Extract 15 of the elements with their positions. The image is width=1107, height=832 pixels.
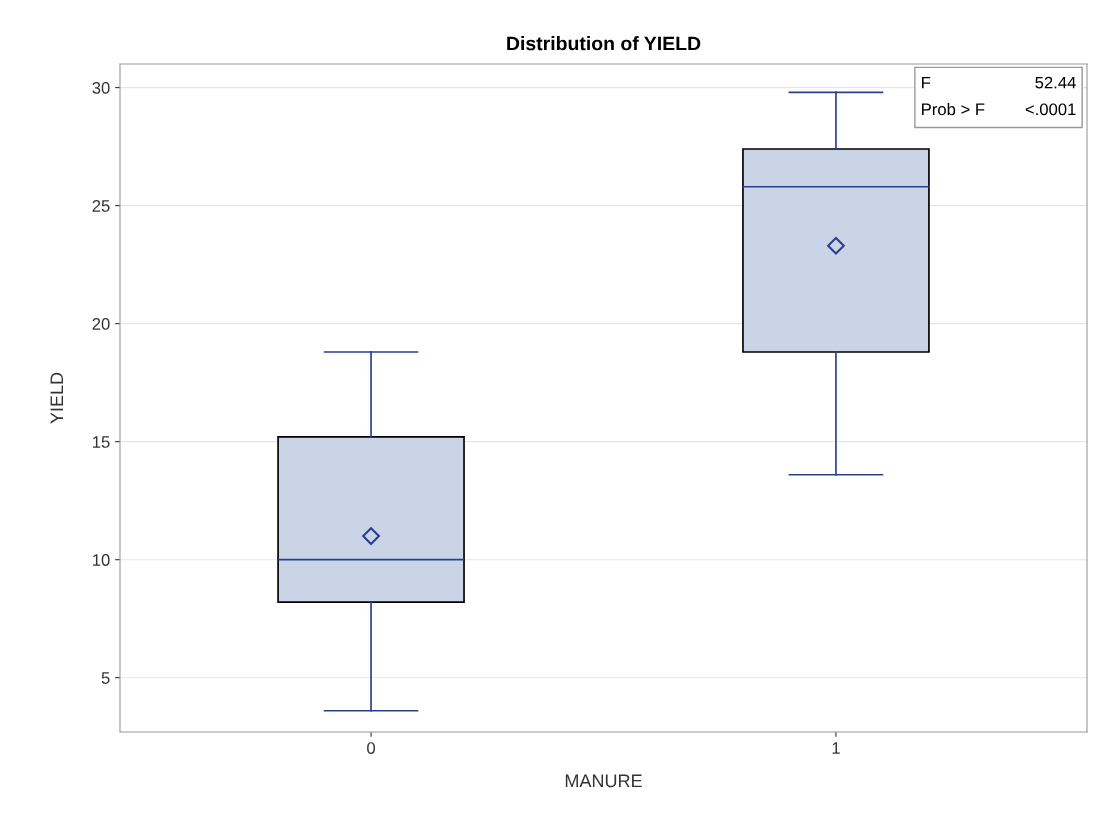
y-axis-title: YIELD	[50, 372, 63, 424]
annotation: 52.44	[1035, 76, 1076, 89]
y-tick-label: 30	[92, 82, 110, 94]
y-tick-label: 5	[101, 672, 110, 684]
x-axis-title: MANURE	[565, 774, 642, 788]
y-tick-label: 25	[92, 200, 110, 212]
x-tick-label: 1	[832, 742, 840, 754]
annotation: <.0001	[1025, 103, 1076, 116]
y-tick-label: 10	[93, 554, 110, 566]
y-tick-label: 20	[92, 318, 110, 330]
chart-title: Distribution of YIELD	[507, 36, 701, 51]
x-tick-label: 0	[367, 742, 376, 754]
annotation: Prob > F	[922, 102, 985, 116]
annotation: F	[922, 76, 931, 89]
y-tick-label: 15	[93, 436, 110, 448]
